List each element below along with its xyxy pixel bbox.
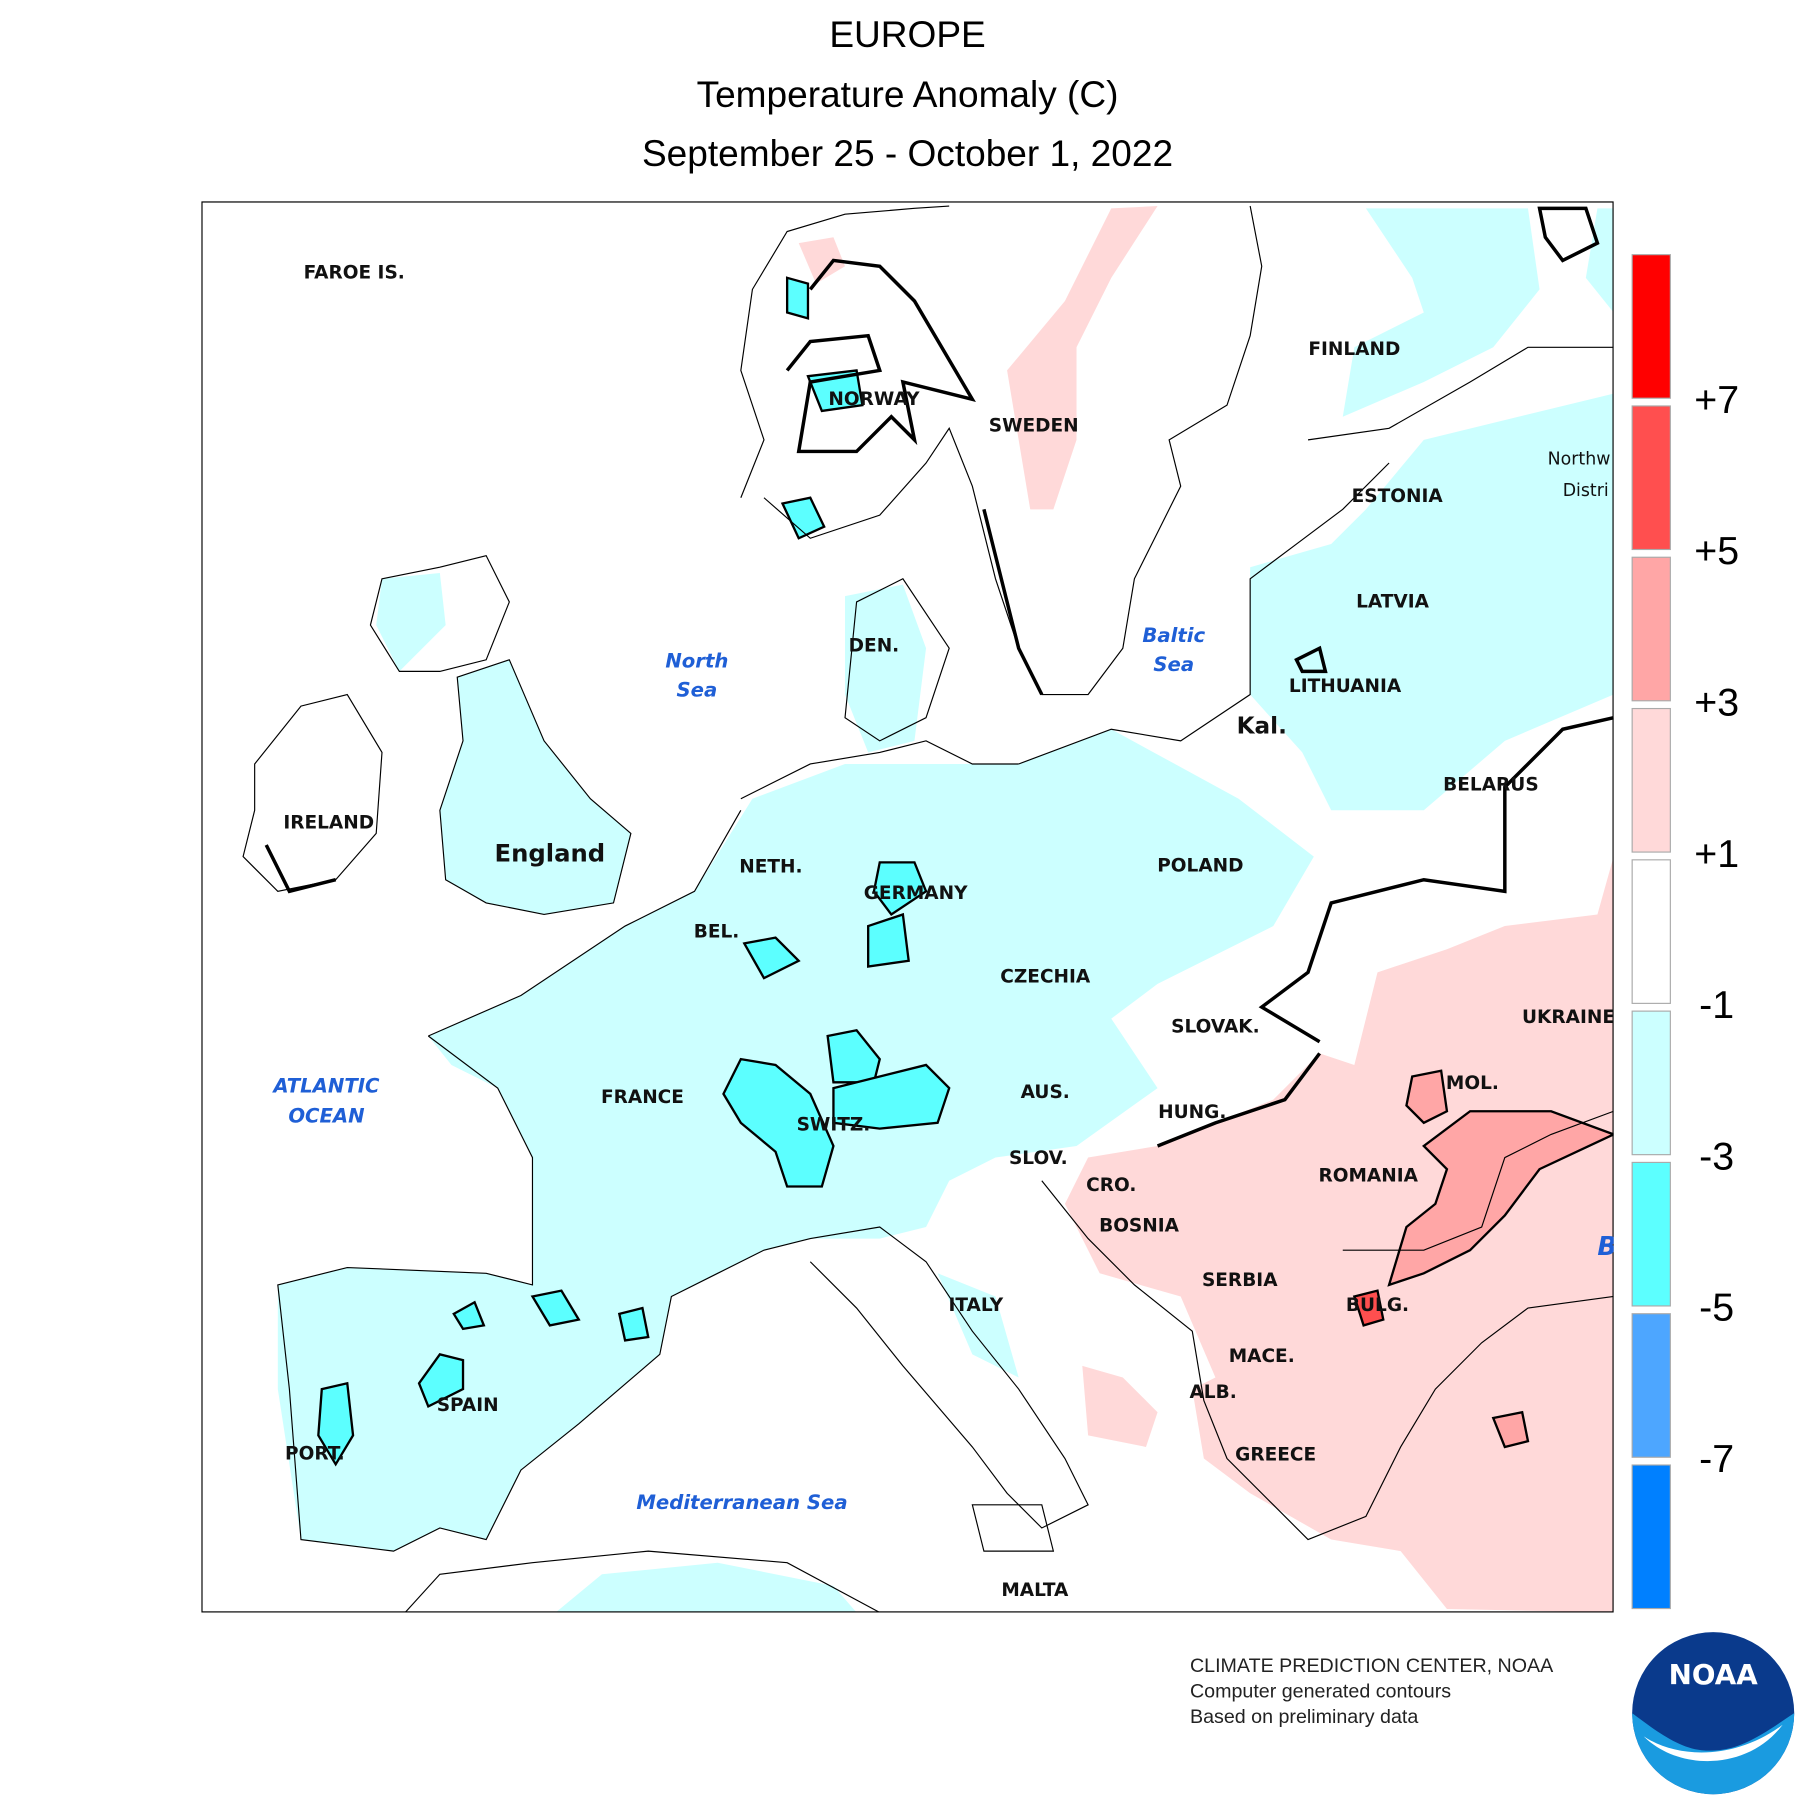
country-label: MOL. bbox=[1446, 1073, 1499, 1094]
country-label: BOSNIA bbox=[1099, 1215, 1180, 1236]
sea-label: Sea bbox=[676, 679, 717, 702]
sea-label: Sea bbox=[1153, 653, 1194, 676]
map: FAROE IS. NORWAY SWEDEN FINLAND ESTONIA … bbox=[201, 201, 1616, 1613]
country-label: HUNG. bbox=[1158, 1102, 1226, 1123]
country-label: MALTA bbox=[1001, 1580, 1069, 1601]
sea-label: ATLANTIC bbox=[271, 1074, 380, 1097]
country-label: Northw bbox=[1548, 450, 1611, 470]
country-label: FINLAND bbox=[1308, 339, 1400, 360]
sea-label: North bbox=[665, 650, 728, 673]
legend-swatch bbox=[1631, 254, 1671, 399]
country-label: Kal. bbox=[1237, 713, 1287, 739]
legend-swatch bbox=[1631, 859, 1671, 1004]
country-label: BEL. bbox=[694, 921, 740, 942]
country-label: MACE. bbox=[1229, 1346, 1295, 1367]
legend-label: -1 bbox=[1699, 983, 1734, 1027]
country-label: SPAIN bbox=[437, 1395, 499, 1416]
coastline bbox=[242, 205, 1614, 1613]
country-label: SERBIA bbox=[1202, 1270, 1278, 1291]
sea-label: Mediterranean Sea bbox=[636, 1491, 847, 1514]
title-variable: Temperature Anomaly (C) bbox=[697, 73, 1119, 115]
country-label: LITHUANIA bbox=[1289, 676, 1402, 697]
zero-contour bbox=[264, 206, 1614, 1148]
legend-swatch bbox=[1631, 556, 1671, 702]
legend-swatch bbox=[1631, 1010, 1671, 1156]
country-label: NORWAY bbox=[828, 389, 920, 410]
logo-text: NOAA bbox=[1669, 1658, 1759, 1691]
legend-label: -5 bbox=[1699, 1286, 1734, 1330]
legend-label: +1 bbox=[1694, 832, 1739, 876]
title-region: EUROPE bbox=[829, 13, 985, 55]
sea-label: OCEAN bbox=[288, 1105, 365, 1128]
country-label: GERMANY bbox=[864, 883, 968, 904]
credit: Based on preliminary data bbox=[1190, 1706, 1418, 1728]
country-label: DEN. bbox=[849, 635, 900, 656]
country-label: CZECHIA bbox=[1000, 966, 1091, 987]
country-label: ESTONIA bbox=[1352, 486, 1444, 507]
country-label: BULG. bbox=[1346, 1295, 1409, 1316]
country-label: CRO. bbox=[1086, 1175, 1136, 1196]
logo-gull bbox=[1643, 1724, 1783, 1762]
legend-swatch bbox=[1631, 1313, 1671, 1458]
country-label: FRANCE bbox=[601, 1087, 684, 1108]
country-label: SLOV. bbox=[1009, 1148, 1068, 1169]
cold-blob bbox=[317, 276, 951, 1467]
title-period: September 25 - October 1, 2022 bbox=[642, 132, 1173, 174]
warm-anomaly bbox=[798, 206, 1614, 1613]
credit: Computer generated contours bbox=[1190, 1681, 1451, 1703]
sea-labels: North Sea Baltic Sea ATLANTIC OCEAN Medi… bbox=[271, 624, 1616, 1514]
sea-label: B bbox=[1597, 1232, 1616, 1262]
legend-label: +5 bbox=[1694, 529, 1739, 573]
country-label: SWEDEN bbox=[989, 415, 1079, 436]
legend: +7 +5 +3 +1 -1 -3 -5 -7 bbox=[1631, 254, 1739, 1610]
legend-label: +7 bbox=[1694, 378, 1739, 422]
country-label: England bbox=[494, 838, 605, 867]
country-label: SLOVAK. bbox=[1171, 1016, 1260, 1037]
country-label: SWITZ. bbox=[797, 1115, 871, 1136]
legend-label: -3 bbox=[1699, 1134, 1734, 1178]
legend-label: -7 bbox=[1699, 1437, 1734, 1481]
legend-swatch bbox=[1631, 707, 1671, 853]
country-label: LATVIA bbox=[1356, 591, 1430, 612]
legend-swatch bbox=[1631, 1464, 1671, 1610]
country-label: AUS. bbox=[1021, 1082, 1070, 1103]
legend-swatch bbox=[1631, 1161, 1671, 1307]
country-label: FAROE IS. bbox=[304, 263, 405, 284]
country-label: POLAND bbox=[1157, 855, 1243, 876]
credit: CLIMATE PREDICTION CENTER, NOAA bbox=[1190, 1655, 1554, 1677]
country-label: ITALY bbox=[948, 1295, 1003, 1316]
noaa-logo: NOAA bbox=[1632, 1632, 1795, 1795]
legend-swatch bbox=[1631, 405, 1671, 551]
country-label: GREECE bbox=[1235, 1445, 1316, 1466]
country-labels: FAROE IS. NORWAY SWEDEN FINLAND ESTONIA … bbox=[283, 263, 1615, 1601]
legend-label: +3 bbox=[1694, 680, 1739, 724]
country-label: PORT. bbox=[285, 1443, 345, 1464]
country-label: UKRAINE bbox=[1522, 1007, 1615, 1028]
country-label: BELARUS bbox=[1443, 774, 1539, 795]
sea-label: Baltic bbox=[1142, 624, 1205, 647]
country-label: IRELAND bbox=[283, 813, 374, 834]
hot-blob bbox=[1352, 1289, 1385, 1327]
country-label: NETH. bbox=[739, 857, 802, 878]
country-label: ROMANIA bbox=[1318, 1166, 1418, 1187]
country-label: ALB. bbox=[1189, 1382, 1236, 1403]
country-label: Distri bbox=[1563, 481, 1609, 501]
